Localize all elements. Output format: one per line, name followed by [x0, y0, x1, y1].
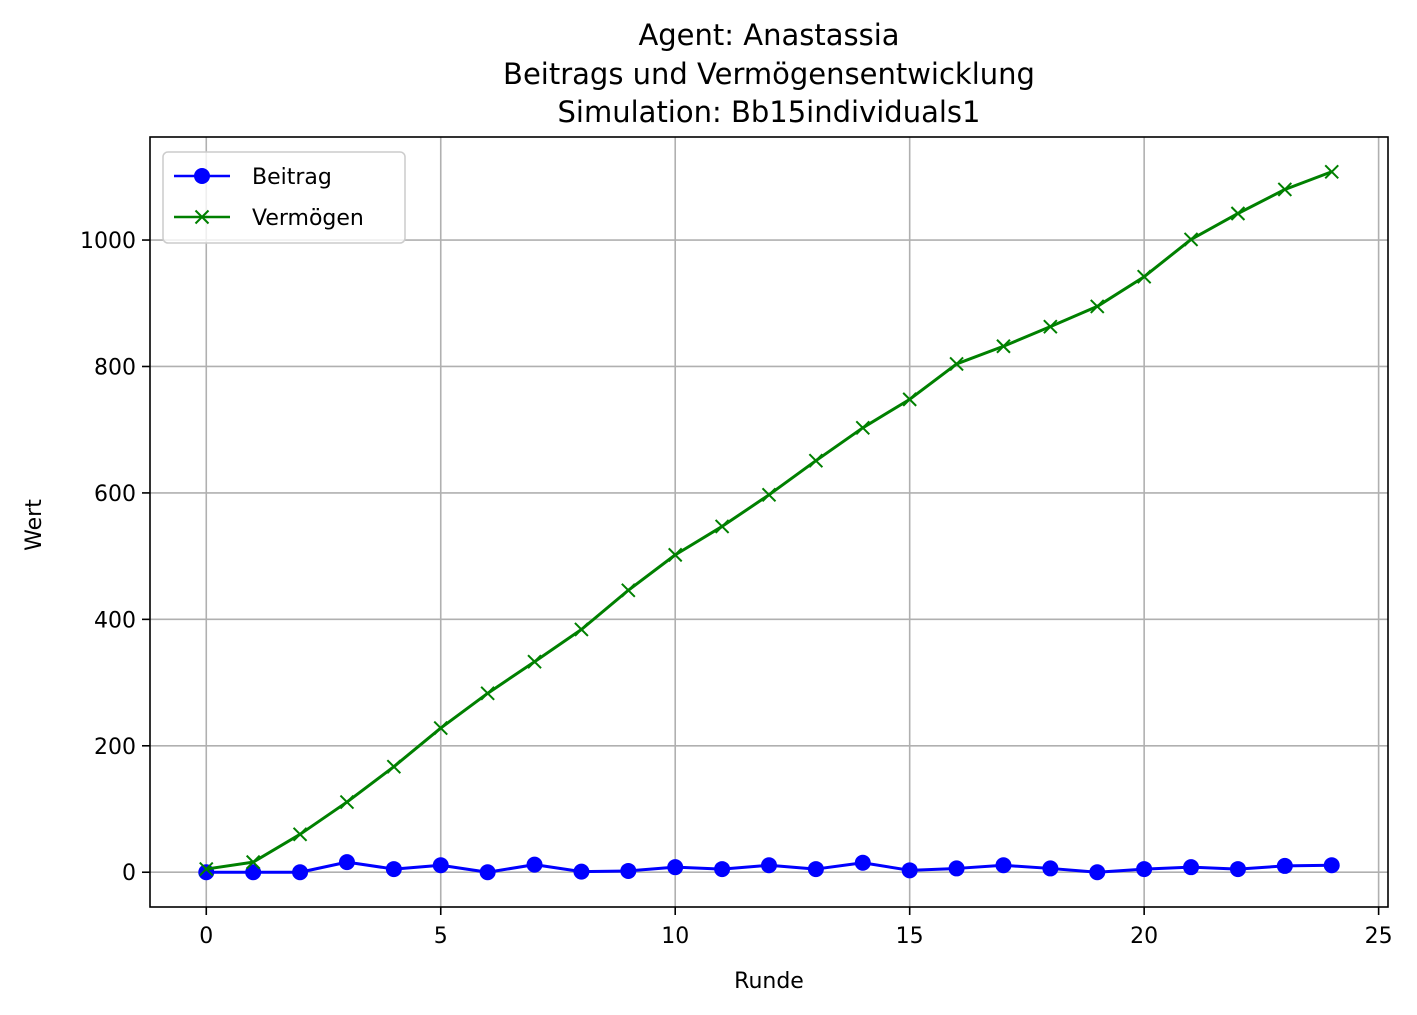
y-tick-label: 800	[94, 355, 136, 380]
data-point-vermoegen	[668, 547, 683, 563]
data-point-beitrag	[948, 860, 965, 877]
data-point-beitrag	[292, 864, 309, 881]
data-point-beitrag	[807, 861, 824, 878]
data-point-vermoegen	[902, 392, 917, 407]
x-tick-label: 10	[661, 924, 689, 949]
grid-lines	[150, 137, 1388, 907]
y-tick-label: 1000	[80, 229, 136, 254]
chart-title: Agent: Anastassia Beitrags und Vermögens…	[503, 18, 1035, 129]
data-point-beitrag	[667, 859, 684, 876]
x-tick-label: 15	[896, 924, 924, 949]
data-point-vermoegen	[1136, 269, 1152, 284]
y-tick-label: 600	[94, 482, 136, 507]
data-point-beitrag	[1276, 857, 1293, 874]
data-point-vermoegen	[1090, 299, 1105, 314]
chart-title-line-1: Agent: Anastassia	[638, 18, 899, 52]
series-vermoegen	[199, 164, 1339, 877]
y-tick-label: 0	[122, 861, 136, 886]
data-point-vermoegen	[292, 827, 308, 842]
data-point-beitrag	[432, 857, 449, 874]
data-point-vermoegen	[1043, 319, 1058, 334]
data-point-vermoegen	[1324, 164, 1339, 179]
data-point-vermoegen	[1183, 232, 1199, 247]
data-point-beitrag	[573, 863, 590, 880]
x-tick-label: 0	[199, 924, 213, 949]
data-point-beitrag	[338, 854, 355, 871]
x-tick-label: 20	[1130, 924, 1158, 949]
data-point-vermoegen	[199, 861, 214, 877]
data-point-vermoegen	[621, 583, 636, 598]
data-point-vermoegen	[996, 339, 1011, 354]
legend: Beitrag Vermögen	[162, 151, 406, 244]
data-point-vermoegen	[386, 759, 402, 774]
data-point-vermoegen	[808, 453, 824, 468]
data-point-vermoegen	[714, 519, 730, 534]
data-point-beitrag	[1183, 859, 1200, 876]
y-axis-ticks: 0 200 400 600 800 1000	[80, 229, 150, 886]
y-tick-label: 400	[94, 608, 136, 633]
data-point-vermoegen	[433, 720, 448, 736]
y-axis-label: Wert	[22, 499, 47, 551]
legend-marker-beitrag	[194, 168, 210, 184]
data-point-vermoegen	[1277, 182, 1293, 197]
data-point-beitrag	[1089, 864, 1106, 881]
data-point-vermoegen	[761, 487, 777, 503]
data-point-beitrag	[245, 864, 262, 881]
data-point-beitrag	[1229, 861, 1246, 878]
data-point-vermoegen	[339, 794, 355, 810]
data-point-vermoegen	[527, 654, 542, 669]
data-point-beitrag	[761, 857, 777, 874]
data-point-vermoegen	[949, 356, 964, 372]
data-point-vermoegen	[480, 686, 495, 701]
x-axis-label: Runde	[734, 969, 804, 994]
legend-marker-vermoegen	[194, 209, 210, 225]
data-point-beitrag	[901, 862, 918, 879]
legend-label-vermoegen: Vermögen	[252, 206, 364, 231]
data-point-beitrag	[479, 864, 496, 881]
data-point-vermoegen	[574, 622, 589, 637]
data-point-beitrag	[714, 861, 731, 878]
series-layer	[198, 164, 1340, 881]
data-point-vermoegen	[245, 854, 261, 870]
y-tick-label: 200	[94, 735, 136, 760]
data-point-beitrag	[1323, 857, 1340, 874]
data-point-beitrag	[995, 857, 1012, 874]
chart-title-line-2: Beitrags und Vermögensentwicklung	[503, 57, 1035, 91]
data-point-beitrag	[526, 856, 543, 873]
data-point-beitrag	[198, 864, 215, 881]
legend-label-beitrag: Beitrag	[252, 165, 332, 190]
data-point-beitrag	[385, 861, 402, 878]
data-point-vermoegen	[1230, 206, 1246, 221]
x-axis-ticks: 0 5 10 15 20 25	[199, 907, 1393, 949]
data-point-beitrag	[854, 854, 871, 871]
chart-title-line-3: Simulation: Bb15individuals1	[558, 95, 981, 129]
x-tick-label: 25	[1365, 924, 1393, 949]
x-tick-label: 5	[434, 924, 448, 949]
plot-frame	[149, 136, 1389, 908]
data-point-vermoegen	[855, 420, 870, 436]
data-point-beitrag	[1136, 861, 1153, 878]
data-point-beitrag	[1042, 860, 1059, 877]
data-point-beitrag	[620, 862, 637, 879]
series-beitrag	[198, 854, 1340, 881]
